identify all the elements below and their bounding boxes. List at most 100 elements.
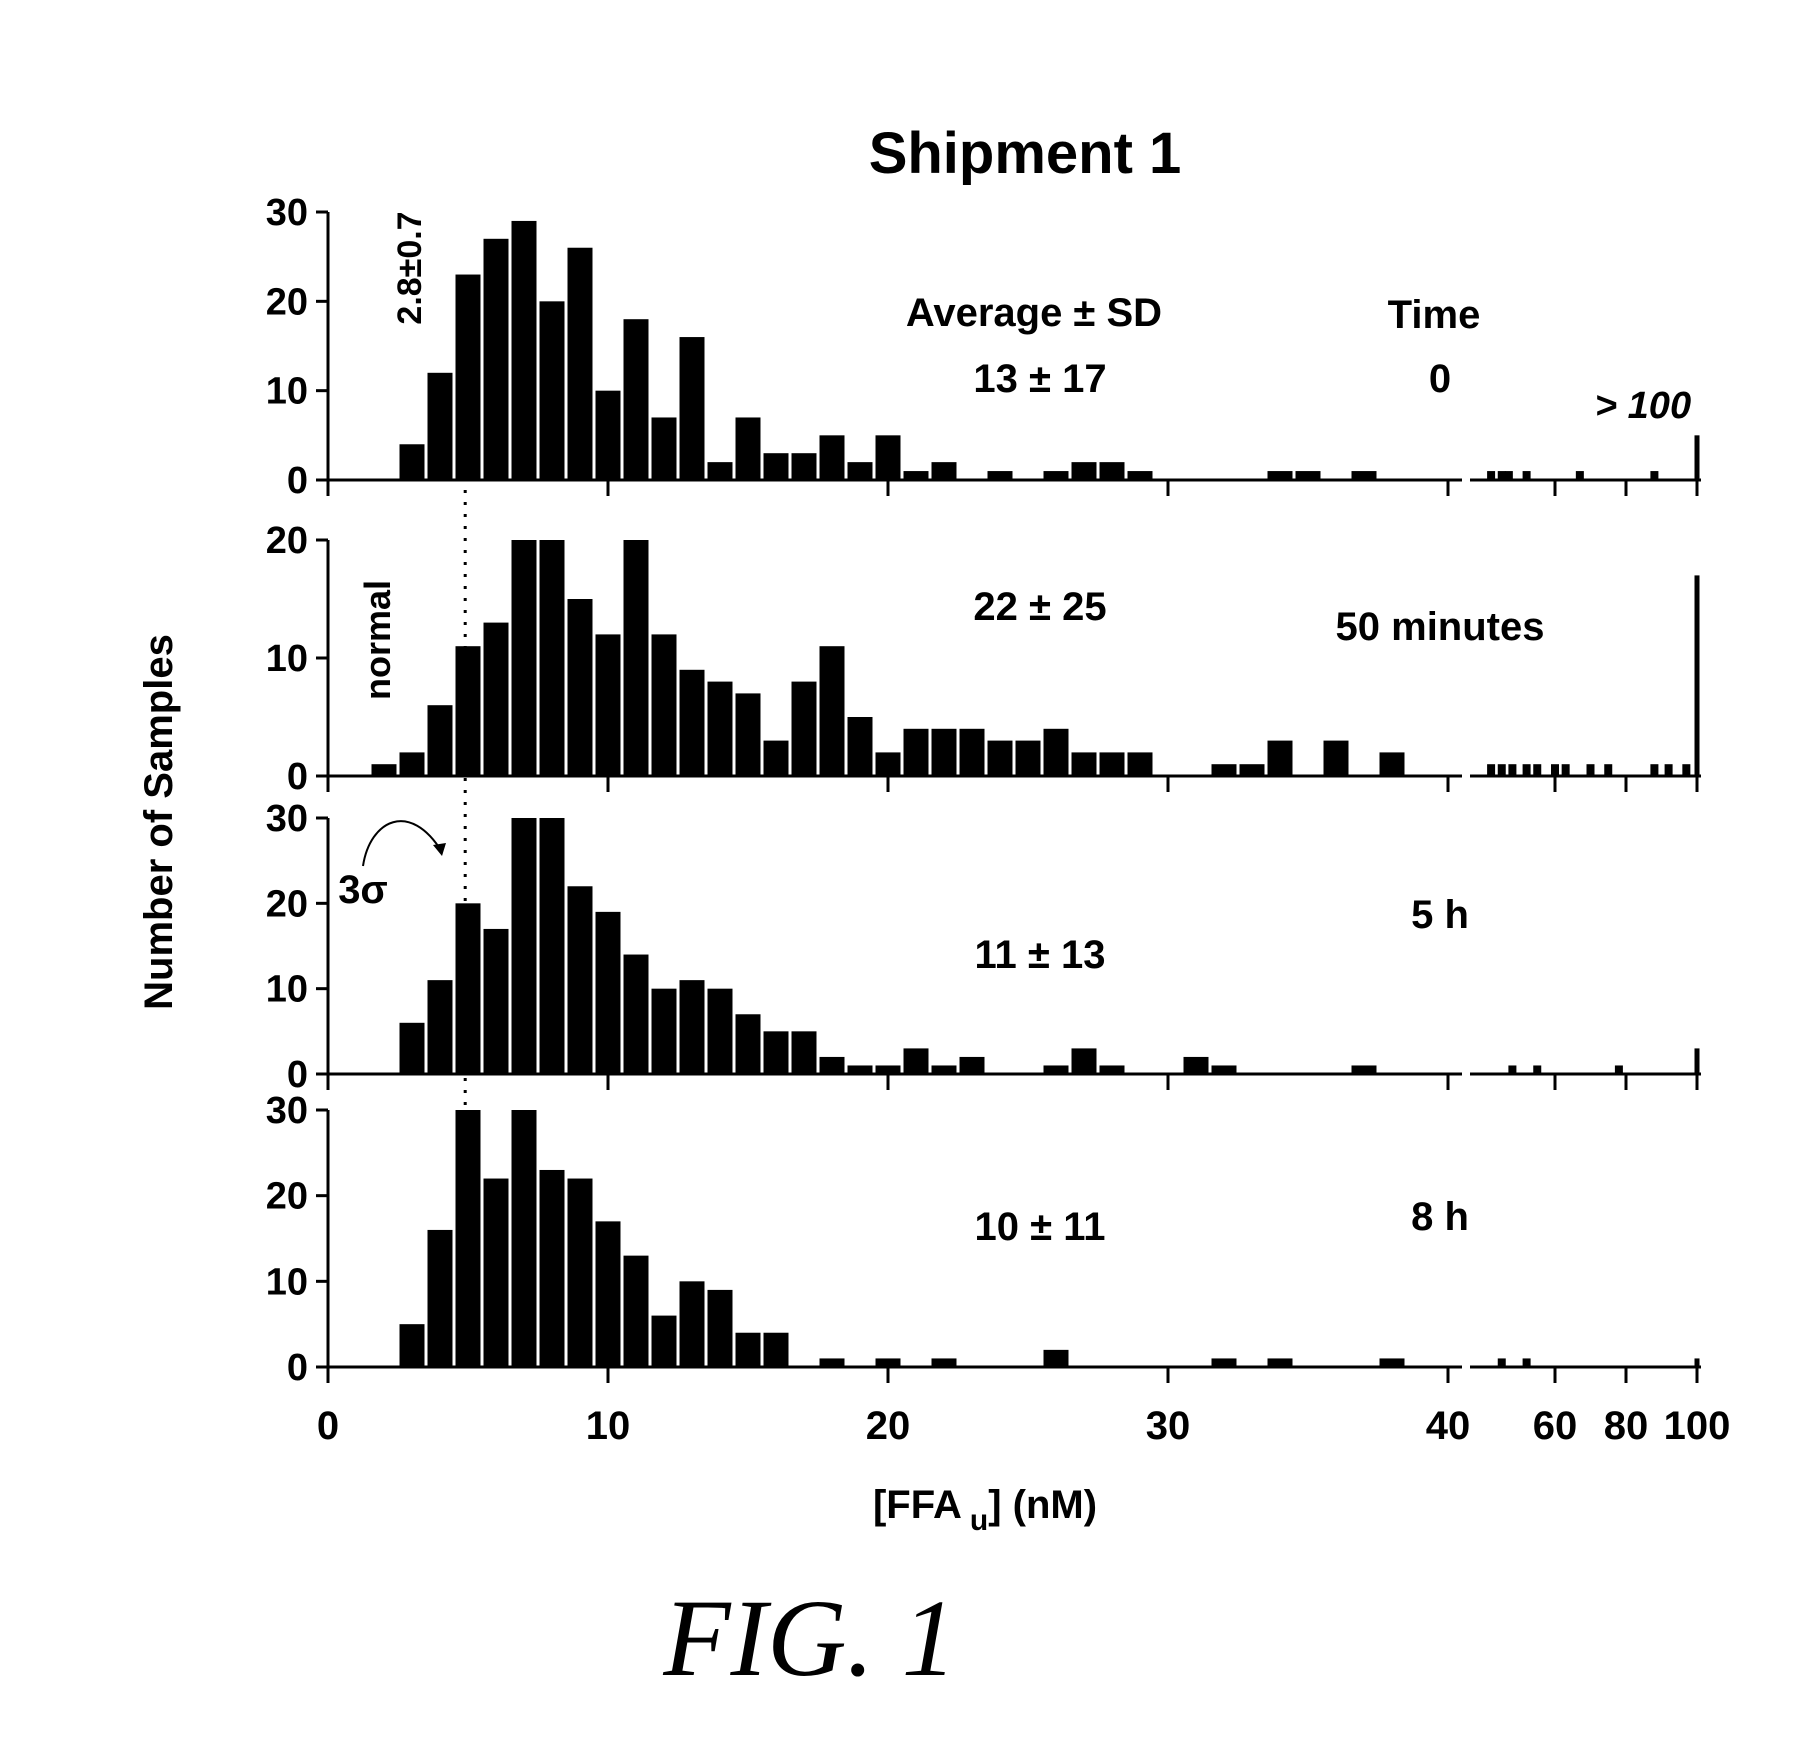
bar <box>904 471 929 480</box>
bar <box>792 453 817 480</box>
bar <box>1562 764 1570 776</box>
x-tick-label: 20 <box>866 1404 911 1448</box>
y-tick-label: 10 <box>266 371 308 413</box>
bar <box>876 752 901 776</box>
bar <box>820 646 845 776</box>
bar <box>484 239 509 480</box>
bar <box>568 1179 593 1367</box>
bar <box>1533 1065 1541 1074</box>
bar <box>456 646 481 776</box>
bar <box>820 1358 845 1367</box>
bar <box>652 1316 677 1367</box>
bar <box>736 417 761 480</box>
bar <box>1551 764 1559 776</box>
bar <box>624 540 649 776</box>
bar <box>1650 764 1658 776</box>
bar <box>512 1110 537 1367</box>
bar <box>652 634 677 776</box>
normal-label: normal <box>357 580 398 700</box>
bar <box>1296 471 1321 480</box>
bar <box>456 275 481 480</box>
time-header: Time <box>1388 293 1481 337</box>
bar <box>988 741 1013 776</box>
bar <box>820 435 845 480</box>
bar <box>1352 1065 1377 1074</box>
three-sigma-arrow <box>363 821 442 866</box>
bar <box>960 729 985 776</box>
y-tick-label: 30 <box>266 798 308 840</box>
bar <box>568 599 593 776</box>
bar <box>932 462 957 480</box>
bar <box>1695 575 1700 776</box>
bar <box>540 818 565 1074</box>
bar <box>1268 471 1293 480</box>
y-tick-label: 0 <box>287 460 308 502</box>
time-label: 5 h <box>1411 893 1469 937</box>
bar <box>568 886 593 1074</box>
bar <box>1487 764 1495 776</box>
bar <box>764 1031 789 1074</box>
bar <box>1100 462 1125 480</box>
time-label: 0 <box>1429 357 1451 401</box>
figure-caption: FIG. 1 <box>662 1577 956 1699</box>
time-label: 50 minutes <box>1336 605 1545 649</box>
x-axis-label-main: [FFA <box>873 1483 962 1527</box>
x-tick-label: 100 <box>1664 1404 1731 1448</box>
x-tick-label: 40 <box>1426 1404 1471 1448</box>
bar <box>652 417 677 480</box>
bar <box>1523 471 1531 480</box>
x-tick-label: 10 <box>586 1404 631 1448</box>
bar <box>680 670 705 776</box>
y-tick-label: 20 <box>266 1176 308 1218</box>
bar <box>736 1014 761 1074</box>
bar <box>764 453 789 480</box>
bar <box>540 1170 565 1367</box>
bar <box>876 435 901 480</box>
bar <box>932 1358 957 1367</box>
bar <box>1212 1358 1237 1367</box>
bar <box>680 980 705 1074</box>
average-sd-label: 11 ± 13 <box>975 933 1106 977</box>
bar <box>932 729 957 776</box>
bar <box>792 1031 817 1074</box>
bar <box>904 1048 929 1074</box>
bar <box>512 540 537 776</box>
bar <box>680 1281 705 1367</box>
bar <box>708 1290 733 1367</box>
normal-value-annotation: 2.8±0.7 <box>391 211 429 324</box>
x-axis-label-tail: ] (nM) <box>988 1483 1097 1527</box>
bar <box>1184 1057 1209 1074</box>
bar <box>1508 1065 1516 1074</box>
plot-layer: 010203013 ± 1700102022 ± 2550 minutes010… <box>266 192 1731 1448</box>
bar <box>568 248 593 480</box>
bar <box>1072 1048 1097 1074</box>
bar <box>1016 741 1041 776</box>
bar <box>400 752 425 776</box>
bar <box>400 1023 425 1074</box>
bar <box>428 1230 453 1367</box>
bar <box>624 955 649 1074</box>
bar <box>708 462 733 480</box>
bar <box>512 221 537 480</box>
bar <box>988 471 1013 480</box>
y-tick-label: 20 <box>266 883 308 925</box>
bar <box>484 1179 509 1367</box>
average-sd-header: Average ± SD <box>906 291 1162 335</box>
bar <box>736 1333 761 1367</box>
overflow-label: > 100 <box>1595 385 1691 427</box>
bar <box>400 444 425 480</box>
bar <box>1498 764 1506 776</box>
bar <box>624 1256 649 1367</box>
bar <box>848 717 873 776</box>
bar <box>820 1057 845 1074</box>
bar <box>1380 1358 1405 1367</box>
bar <box>764 741 789 776</box>
bar <box>400 1324 425 1367</box>
bar <box>1695 1048 1700 1074</box>
bar <box>1587 764 1595 776</box>
y-axis-label: Number of Samples <box>137 634 181 1010</box>
three-sigma-label: 3σ <box>338 868 388 912</box>
average-sd-label: 22 ± 25 <box>973 585 1106 629</box>
bar <box>456 903 481 1074</box>
